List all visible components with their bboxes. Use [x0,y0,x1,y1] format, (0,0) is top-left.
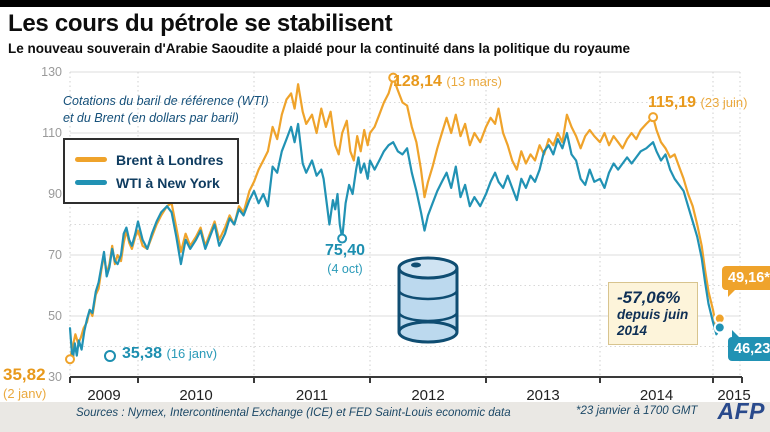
annotation-value: 115,19 [648,94,697,111]
svg-text:110: 110 [42,126,62,140]
gmt-note: *23 janvier à 1700 GMT [576,405,698,417]
annotation-date: (4 oct) [327,262,363,276]
svg-text:2015: 2015 [717,387,750,404]
top-bar [0,0,770,7]
svg-text:30: 30 [48,370,62,384]
svg-text:130: 130 [41,65,62,79]
page-title: Les cours du pétrole se stabilisent [8,10,393,37]
chart-note-line2: et du Brent (en dollars par baril) [63,111,239,125]
svg-text:2014: 2014 [640,387,673,404]
annotation-brent-low-2009: 35,82 (2 janv) [3,366,46,402]
legend-item-wti: WTI à New York [75,171,223,194]
annotation-date: (13 mars) [446,74,503,89]
chart-note-line1: Cotations du baril de référence (WTI) [63,94,269,108]
legend: Brent à Londres WTI à New York [63,138,240,204]
legend-label-wti: WTI à New York [116,174,220,191]
wti-low-2009-marker [104,350,116,362]
afp-logo: AFP [717,398,765,424]
drop-since-line2: 2014 [617,323,648,338]
annotation-date: (16 janv) [166,346,218,361]
annotation-value: 35,38 [122,345,163,362]
svg-text:50: 50 [48,309,62,323]
drop-percentage: -57,06% [617,288,681,307]
drop-since-line1: depuis juin [617,307,689,322]
svg-text:2009: 2009 [87,387,120,404]
legend-label-brent: Brent à Londres [116,151,224,168]
svg-text:2013: 2013 [526,387,559,404]
legend-item-brent: Brent à Londres [75,148,223,171]
wti-line-swatch [75,180,107,185]
sources-text: Sources : Nymex, Intercontinental Exchan… [76,407,511,419]
annotation-date: (2 janv) [3,386,47,401]
svg-text:2010: 2010 [179,387,212,404]
annotation-value: 128,14 [393,73,442,90]
annotation-date: (23 juin) [700,95,748,110]
annotation-value: 35,82 [3,365,46,384]
annotation-value: 75,40 [324,242,366,259]
footer-band [0,402,770,432]
annotation-brent-peak-2014: 115,19 (23 juin) [648,94,747,112]
drop-percentage-box: -57,06% depuis juin 2014 [608,282,698,345]
svg-text:90: 90 [48,187,62,201]
brent-last-price-callout: 49,16* [722,266,770,297]
annotation-brent-peak-2012: 128,14 (13 mars) [393,73,502,91]
svg-text:2011: 2011 [296,387,328,404]
chart-note: Cotations du baril de référence (WTI) et… [63,93,269,127]
wti-last-price-callout: 46,23* [728,330,770,361]
oil-barrel-icon [397,256,459,344]
annotation-wti-low-2011: 75,40 (4 oct) [313,243,377,277]
page-subtitle: Le nouveau souverain d'Arabie Saoudite a… [8,41,631,56]
annotation-wti-low-2009: 35,38 (16 janv) [122,345,217,363]
brent-line-swatch [75,157,107,162]
svg-text:70: 70 [48,248,62,262]
svg-text:2012: 2012 [411,387,444,404]
